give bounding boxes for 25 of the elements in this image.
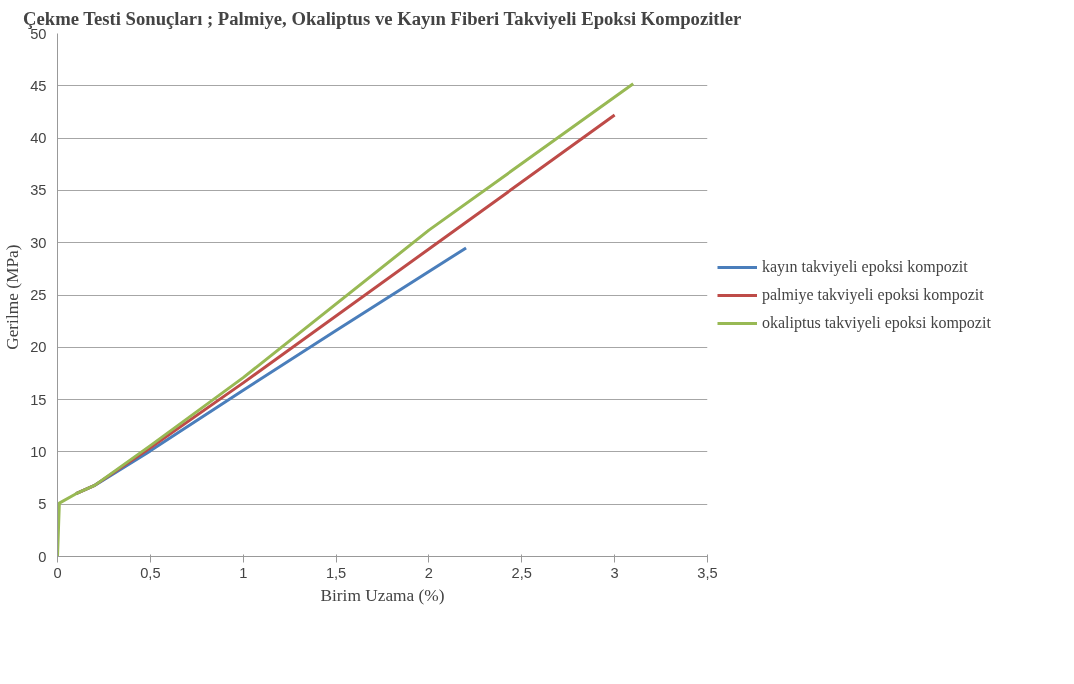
y-tick-label: 35: [30, 182, 47, 199]
x-tick-label: 2: [424, 564, 434, 581]
y-tick-label: 0: [38, 548, 47, 565]
line-series: [57, 82, 635, 557]
x-tick-label: 0,5: [140, 564, 161, 581]
y-axis-title: Gerilme (MPa): [3, 244, 23, 350]
y-tick-label: 20: [30, 339, 47, 356]
x-tick-label: 1,5: [325, 564, 347, 581]
y-tick-label: 30: [30, 234, 47, 251]
y-tick-label: 25: [30, 287, 47, 303]
legend-label: okaliptus takviyeli epoksi kompozit: [762, 313, 991, 332]
chart-title: Çekme Testi Sonuçları ; Palmiye, Okaliptus ve Kayın Fiberi Takviyeli Epoksi Kompozitler: [23, 7, 742, 29]
x-tick-label: 0: [53, 564, 62, 581]
y-tick-label: 45: [30, 77, 47, 94]
x-axis-title: Birim Uzama (%): [320, 585, 445, 605]
x-tick-label: 2,5: [511, 564, 532, 581]
x-tick-label: 1: [239, 564, 248, 581]
y-tick-label: 40: [30, 130, 47, 147]
legend-label: palmiye takviyeli epoksi kompozit: [762, 285, 984, 304]
x-tick-label: 3,5: [697, 564, 718, 581]
legend-label: kayın takviyeli epoksi kompozit: [762, 257, 968, 276]
y-tick-label: 15: [30, 391, 47, 408]
y-tick-label: 5: [38, 496, 47, 513]
y-tick-label: 10: [30, 443, 47, 460]
x-tick-label: 3: [610, 564, 619, 581]
